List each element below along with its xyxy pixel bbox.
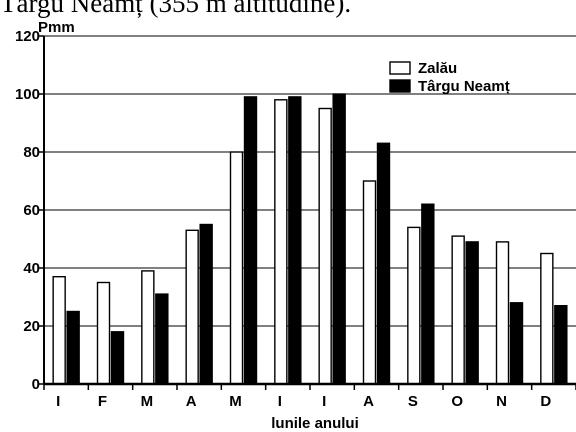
y-axis-label: Pmm xyxy=(38,19,75,36)
bar-zalau-6 xyxy=(274,99,288,385)
bar-targu-neamt-12 xyxy=(554,305,568,385)
y-tick-label-100: 100 xyxy=(15,86,40,103)
bar-targu-neamt-2 xyxy=(110,331,125,385)
bar-targu-neamt-1 xyxy=(66,310,80,385)
bar-zalau-2 xyxy=(96,281,111,385)
legend-swatch-targu-neamt xyxy=(389,79,411,93)
x-tick-label-12: D xyxy=(540,393,551,410)
bar-zalau-8 xyxy=(362,180,377,385)
bar-zalau-12 xyxy=(540,252,554,385)
chart-caption: Târgu Neamț (355 m altitudine). xyxy=(0,0,352,18)
bar-zalau-7 xyxy=(318,107,332,385)
bar-targu-neamt-8 xyxy=(376,142,391,385)
y-tick-label-80: 80 xyxy=(23,144,40,161)
y-tick-label-60: 60 xyxy=(23,202,40,219)
y-tick-label-40: 40 xyxy=(23,260,40,277)
x-tick-label-4: A xyxy=(186,393,197,410)
x-tick-label-2: F xyxy=(98,393,107,410)
bar-targu-neamt-9 xyxy=(421,203,435,385)
bar-targu-neamt-3 xyxy=(155,293,169,385)
legend-label-zalau: Zalău xyxy=(418,60,457,77)
bar-zalau-10 xyxy=(451,235,465,385)
bar-zalau-3 xyxy=(141,270,155,385)
x-tick-label-11: N xyxy=(496,393,507,410)
bar-targu-neamt-5 xyxy=(243,96,258,385)
bars xyxy=(52,93,568,385)
y-tick-label-0: 0 xyxy=(32,376,40,393)
y-ticks: 0 20 40 60 80 100 120 xyxy=(15,28,44,393)
x-tick-label-8: A xyxy=(363,393,374,410)
bar-targu-neamt-7 xyxy=(332,93,346,385)
bar-targu-neamt-4 xyxy=(199,223,213,385)
legend-swatch-zalau xyxy=(389,61,411,75)
x-tick-label-9: S xyxy=(408,393,418,410)
bar-zalau-5 xyxy=(229,151,244,385)
bar-targu-neamt-11 xyxy=(509,302,524,385)
x-tick-label-10: O xyxy=(451,393,463,410)
legend-label-targu-neamt: Târgu Neamț xyxy=(418,78,510,95)
x-tick-label-5: M xyxy=(229,393,242,410)
bar-zalau-9 xyxy=(407,226,421,385)
x-tick-label-1: I xyxy=(56,393,60,410)
bar-targu-neamt-10 xyxy=(465,241,479,385)
x-axis-label: lunile anului xyxy=(271,415,359,432)
x-tick-label-6: I xyxy=(278,393,282,410)
bar-zalau-1 xyxy=(52,276,66,385)
x-tick-label-7: I xyxy=(322,393,326,410)
gridlines xyxy=(44,35,576,327)
bar-targu-neamt-6 xyxy=(288,96,302,385)
y-tick-label-120: 120 xyxy=(15,28,40,45)
y-tick-label-20: 20 xyxy=(23,318,40,335)
bar-zalau-4 xyxy=(185,229,199,385)
x-tick-label-3: M xyxy=(141,393,154,410)
bar-zalau-11 xyxy=(495,241,510,385)
